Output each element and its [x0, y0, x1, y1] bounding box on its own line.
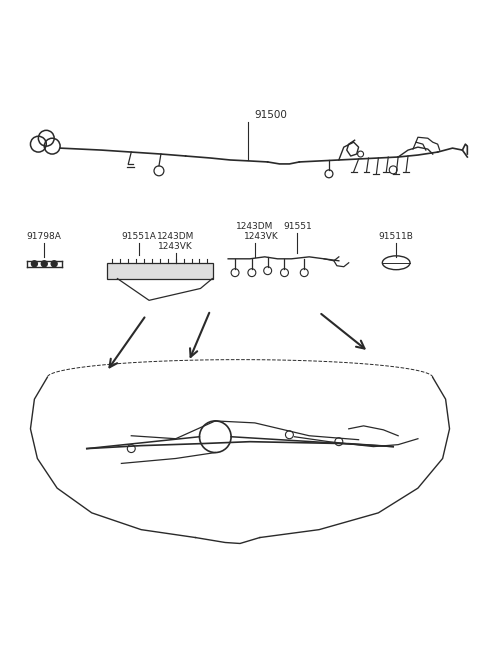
Text: 1243DM: 1243DM	[236, 222, 274, 231]
Circle shape	[51, 261, 57, 267]
Circle shape	[32, 261, 37, 267]
Circle shape	[41, 261, 47, 267]
Bar	[107, 263, 213, 279]
Text: 91551A: 91551A	[122, 232, 156, 241]
Text: 91551: 91551	[283, 222, 312, 231]
Text: 1243VK: 1243VK	[158, 242, 193, 251]
Text: 91500: 91500	[255, 110, 288, 120]
Text: 91511B: 91511B	[379, 232, 414, 241]
Text: 1243VK: 1243VK	[244, 232, 279, 241]
Text: 91798A: 91798A	[27, 232, 62, 241]
Text: 1243DM: 1243DM	[157, 232, 194, 241]
